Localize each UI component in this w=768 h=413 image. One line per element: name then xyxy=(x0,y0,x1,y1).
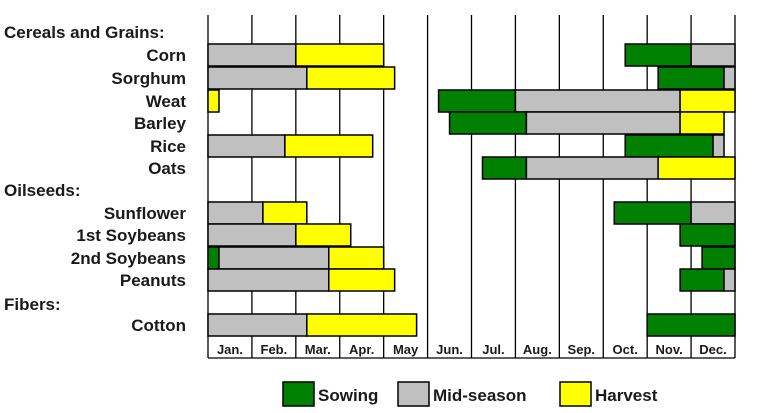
crop-label-oats: Oats xyxy=(148,159,186,178)
bar-1st-soybeans-sowing xyxy=(679,223,736,247)
month-label-jun: Jun. xyxy=(436,342,463,357)
legend-swatch-mid xyxy=(397,381,430,407)
month-label-aug: Aug. xyxy=(523,342,552,357)
bar-peanuts-harvest xyxy=(328,268,396,292)
bar-oats-harvest xyxy=(657,156,736,180)
crop-label-corn: Corn xyxy=(146,46,186,65)
month-label-dec: Dec. xyxy=(699,342,726,357)
bar-2nd-soybeans-mid xyxy=(218,246,330,270)
bar-rice-mid xyxy=(207,134,286,158)
month-label-jan: Jan. xyxy=(217,342,243,357)
month-label-sep: Sep. xyxy=(568,342,595,357)
bar-rice-sowing xyxy=(624,134,714,158)
bar-oats-mid xyxy=(525,156,659,180)
bar-weat-sowing xyxy=(437,89,517,113)
bar-peanuts-sowing xyxy=(679,268,725,292)
bar-oats-sowing xyxy=(481,156,528,180)
bar-sunflower-mid xyxy=(690,201,736,225)
crop-label-barley: Barley xyxy=(134,114,187,133)
bar-peanuts-mid xyxy=(207,268,330,292)
crop-label-weat: Weat xyxy=(146,92,187,111)
bar-2nd-soybeans-sowing xyxy=(701,246,736,270)
bar-rice-mid xyxy=(712,134,725,158)
bar-1st-soybeans-harvest xyxy=(295,223,352,247)
bar-corn-mid xyxy=(207,43,297,67)
month-label-oct: Oct. xyxy=(613,342,638,357)
bar-barley-harvest xyxy=(679,111,725,135)
month-label-mar: Mar. xyxy=(305,342,331,357)
bar-sorghum-mid xyxy=(207,66,308,90)
bars xyxy=(207,43,736,337)
row-labels: Cereals and Grains: Corn Sorghum Weat Barley… xyxy=(4,23,187,335)
bar-cotton-sowing xyxy=(646,313,736,337)
bar-rice-harvest xyxy=(284,134,374,158)
legend-swatch-harvest xyxy=(559,381,592,407)
bar-sunflower-mid xyxy=(207,201,264,225)
bar-weat-harvest xyxy=(207,89,220,113)
legend-label-sowing: Sowing xyxy=(318,386,378,405)
bar-barley-sowing xyxy=(448,111,528,135)
bar-barley-mid xyxy=(525,111,681,135)
bar-corn-harvest xyxy=(295,43,385,67)
bar-corn-mid xyxy=(690,43,736,67)
bar-sorghum-mid xyxy=(723,66,736,90)
bar-sorghum-harvest xyxy=(306,66,396,90)
bar-2nd-soybeans-sowing xyxy=(207,246,220,270)
crop-label-peanuts: Peanuts xyxy=(120,271,186,290)
group-header-cereals-and-grains: Cereals and Grains: xyxy=(4,23,165,42)
bar-sorghum-sowing xyxy=(657,66,725,90)
legend-swatch-sowing xyxy=(282,381,315,407)
crop-label-1st-soybeans: 1st Soybeans xyxy=(76,226,186,245)
bar-weat-mid xyxy=(514,89,681,113)
group-header-oilseeds: Oilseeds: xyxy=(4,181,81,200)
month-label-apr: Apr. xyxy=(349,342,374,357)
month-label-nov: Nov. xyxy=(656,342,683,357)
month-label-jul: Jul. xyxy=(482,342,504,357)
month-axis: Jan. Feb. Mar. Apr. May Jun. Jul. Aug. Sep. Oct. N… xyxy=(217,342,727,357)
bar-sunflower-harvest xyxy=(262,201,308,225)
legend: Sowing Mid-season Harvest xyxy=(282,381,658,407)
bar-peanuts-mid xyxy=(723,268,736,292)
bar-weat-harvest xyxy=(679,89,736,113)
crop-label-2nd-soybeans: 2nd Soybeans xyxy=(71,249,186,268)
bar-cotton-mid xyxy=(207,313,308,337)
legend-label-harvest: Harvest xyxy=(595,386,658,405)
bar-1st-soybeans-mid xyxy=(207,223,297,247)
crop-label-cotton: Cotton xyxy=(131,316,186,335)
bar-corn-sowing xyxy=(624,43,692,67)
legend-label-mid: Mid-season xyxy=(433,386,527,405)
bar-sunflower-sowing xyxy=(613,201,692,225)
bar-cotton-harvest xyxy=(306,313,418,337)
month-label-feb: Feb. xyxy=(261,342,288,357)
group-header-fibers: Fibers: xyxy=(4,295,61,314)
crop-label-rice: Rice xyxy=(150,137,186,156)
crop-label-sunflower: Sunflower xyxy=(104,204,187,223)
month-label-may: May xyxy=(393,342,419,357)
crop-label-sorghum: Sorghum xyxy=(111,69,186,88)
bar-2nd-soybeans-harvest xyxy=(328,246,385,270)
